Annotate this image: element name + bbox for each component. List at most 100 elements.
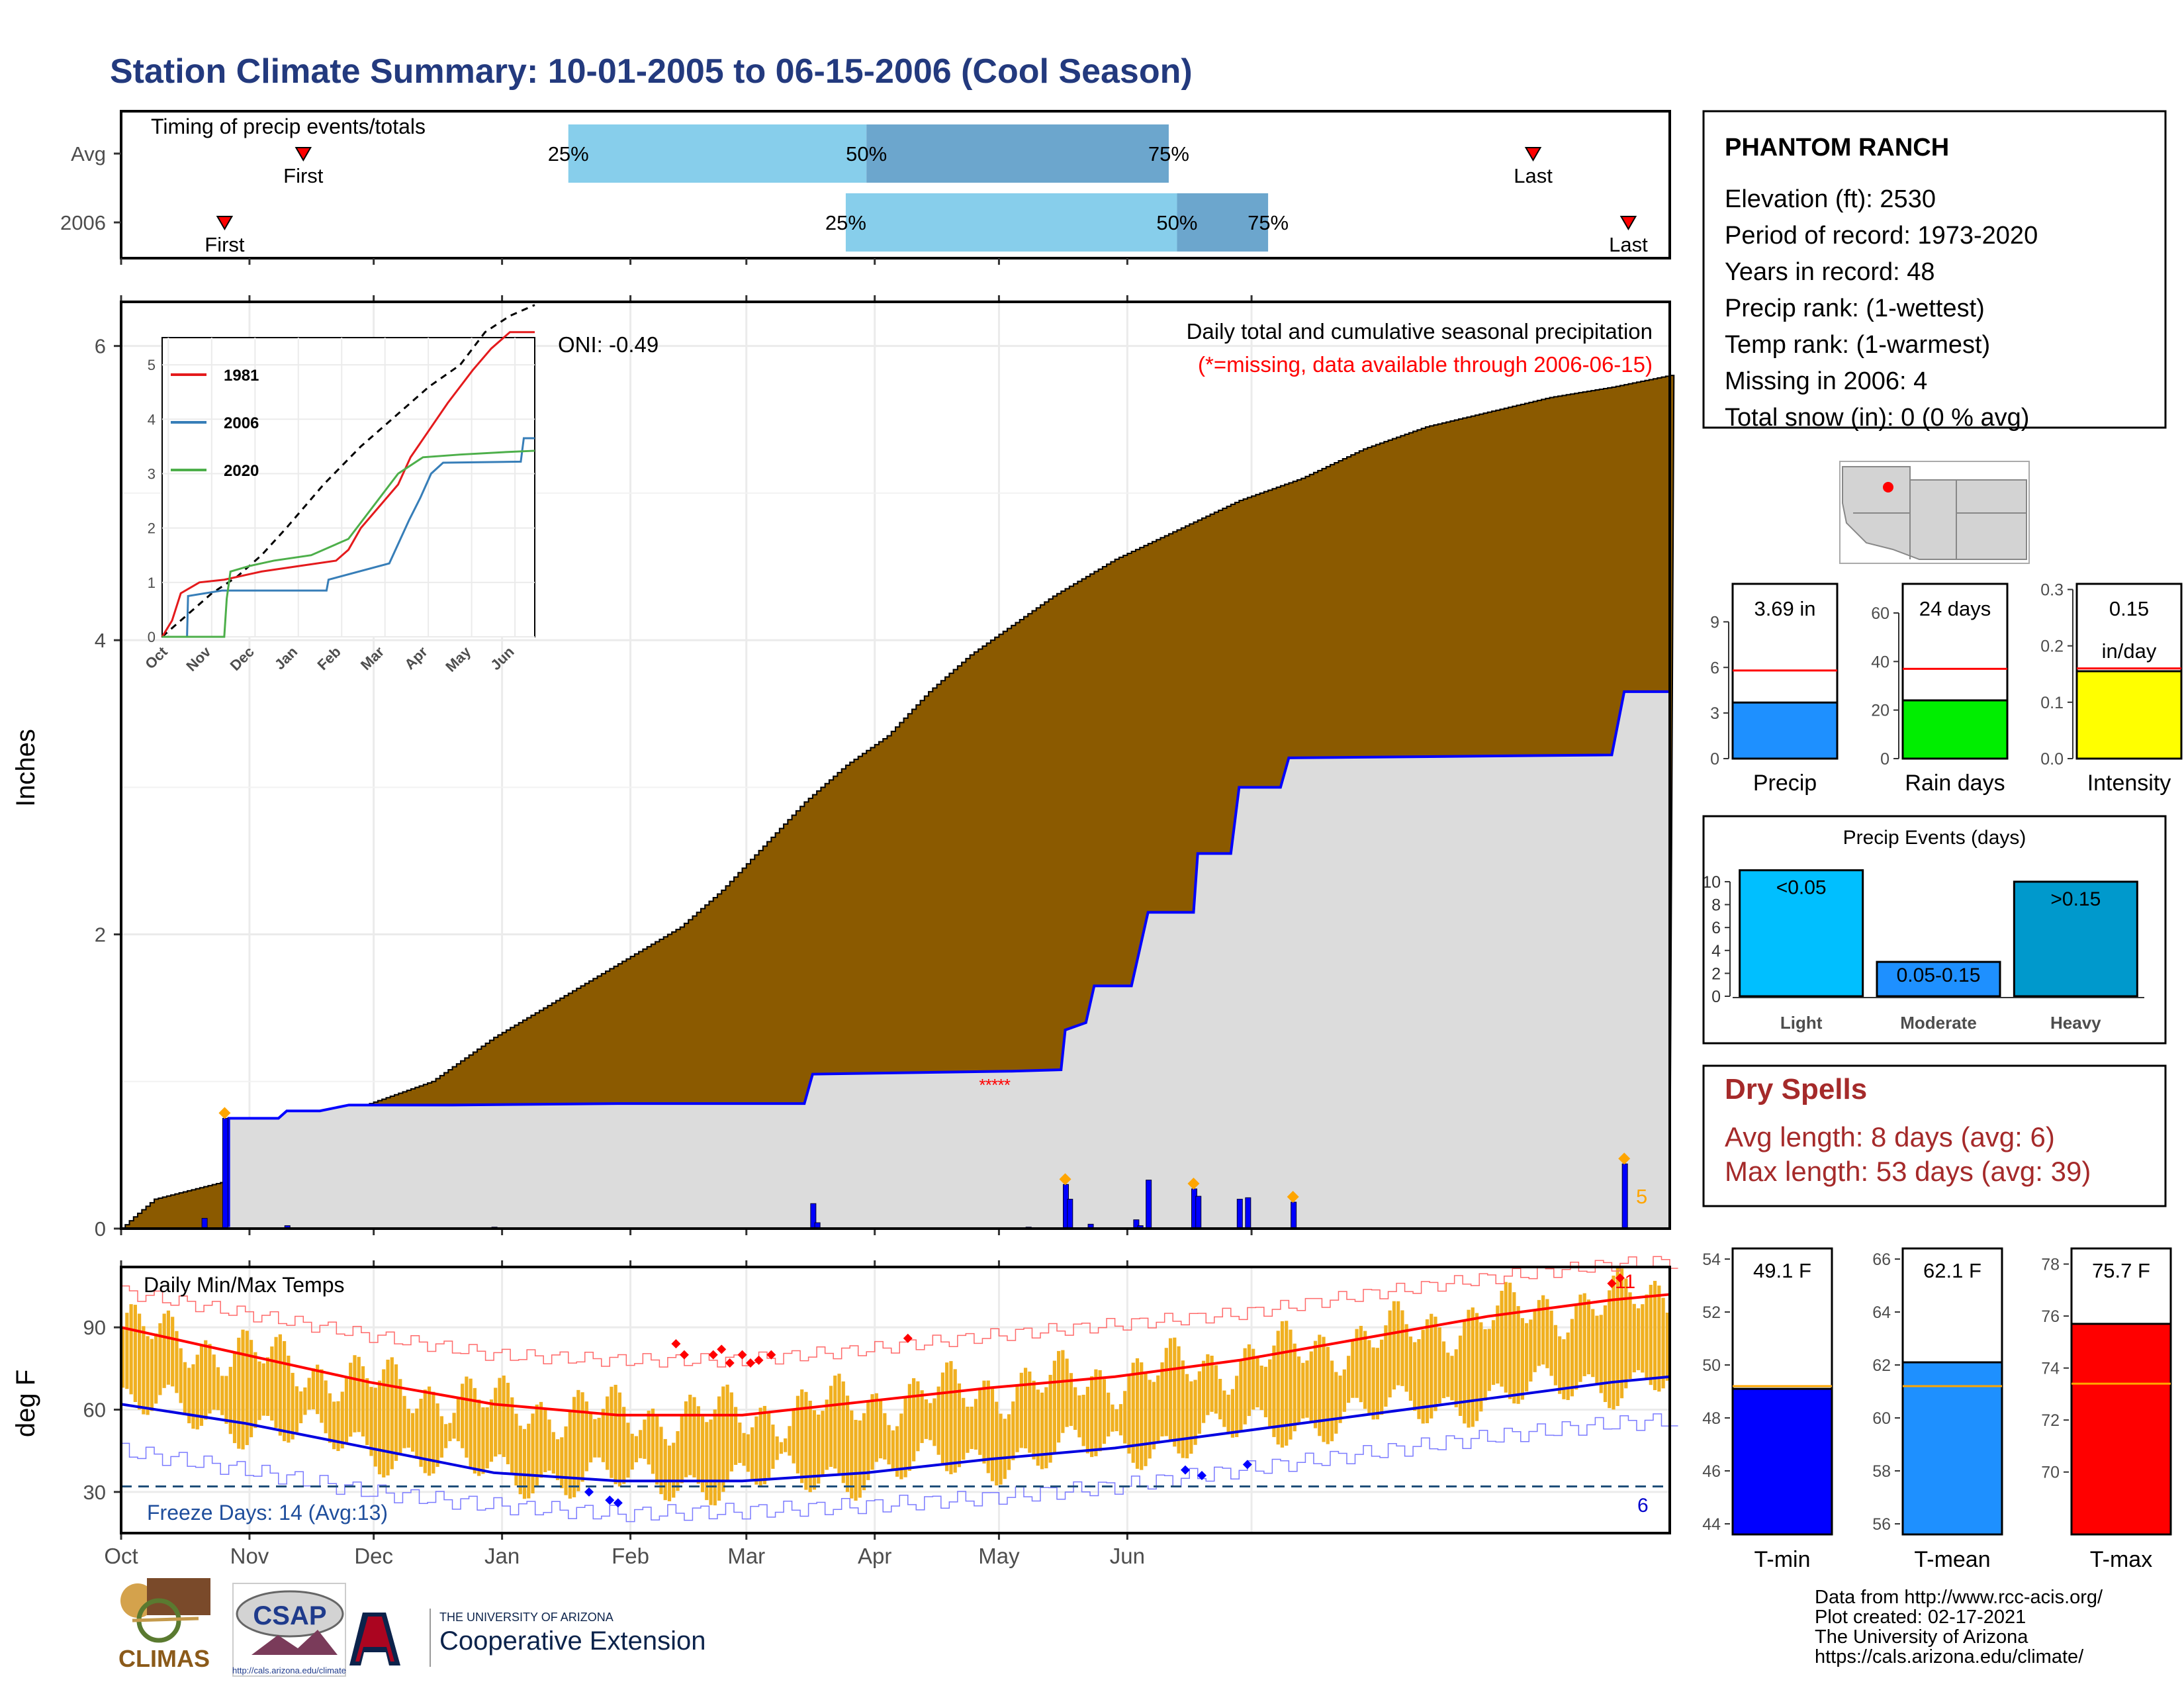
daily-temp-bar <box>1591 1309 1595 1378</box>
daily-temp-bar <box>1508 1282 1512 1399</box>
daily-temp-bar <box>510 1397 514 1475</box>
daily-temp-bar <box>406 1409 410 1448</box>
temp-mini-tick-label: 64 <box>1872 1303 1891 1322</box>
daily-temp-bar <box>1255 1358 1259 1408</box>
daily-temp-bar <box>142 1326 146 1415</box>
daily-temp-bar <box>283 1340 287 1442</box>
daily-temp-bar <box>1549 1310 1553 1376</box>
precip-mini-charts: 0 3 6 9 3.69 in Precip 0 20 40 60 24 days Rain days… <box>1710 581 2183 796</box>
daily-temp-bar <box>1619 1268 1624 1399</box>
daily-temp-bar <box>1487 1329 1491 1391</box>
daily-temp-bar <box>349 1362 353 1437</box>
daily-temp-bar <box>369 1387 373 1456</box>
daily-precip-bar <box>201 1217 208 1229</box>
missing-data-marker: * <box>1004 1075 1011 1095</box>
inset-ytick-label: 4 <box>148 411 156 428</box>
daily-temp-bar <box>336 1401 340 1451</box>
inset-series-1981 <box>161 331 535 637</box>
daily-temp-bar <box>738 1422 742 1464</box>
daily-temp-bar <box>1098 1370 1102 1452</box>
daily-temp-bar <box>796 1395 800 1474</box>
daily-temp-bar <box>1052 1360 1056 1454</box>
daily-temp-bar <box>1558 1336 1562 1394</box>
daily-temp-bar <box>891 1430 895 1472</box>
daily-temp-bar <box>121 1327 125 1388</box>
daily-temp-bar <box>742 1432 746 1466</box>
daily-temp-bar <box>610 1386 614 1478</box>
daily-temp-bar <box>278 1334 282 1436</box>
daily-temp-bar <box>1276 1331 1280 1445</box>
daily-temp-bar <box>962 1397 966 1460</box>
dry-spells-avg: Avg length: 8 days (avg: 6) <box>1725 1121 2055 1152</box>
daily-temp-bar <box>307 1378 311 1410</box>
daily-temp-bar <box>498 1378 502 1455</box>
inset-legend-label: 2020 <box>224 462 259 480</box>
inset-ytick-label: 3 <box>148 465 156 482</box>
daily-temp-bar <box>775 1436 779 1460</box>
credit-line: https://cals.arizona.edu/climate/ <box>1815 1646 2084 1667</box>
precip-missing-note: (*=missing, data available through 2006-… <box>1198 352 1653 377</box>
daily-temp-bar <box>1206 1354 1210 1415</box>
daily-temp-bar <box>1450 1356 1454 1401</box>
daily-temp-bar <box>1430 1313 1433 1419</box>
station-name: PHANTOM RANCH <box>1725 134 1949 162</box>
daily-temp-bar <box>978 1388 982 1455</box>
daily-temp-bar <box>410 1413 415 1452</box>
daily-temp-bar <box>439 1416 443 1458</box>
daily-temp-bar <box>1433 1317 1437 1411</box>
daily-temp-bar <box>1355 1329 1359 1398</box>
daily-temp-bar <box>995 1401 999 1486</box>
daily-temp-bar <box>245 1331 249 1446</box>
timing-event-label: Last <box>1609 233 1648 256</box>
mini-tick-label: 0 <box>1880 750 1889 769</box>
mini-tick-label: 0 <box>1710 750 1719 769</box>
timing-quartile-bar-high <box>866 124 1169 183</box>
daily-temp-bar <box>1653 1280 1657 1390</box>
daily-temp-bar <box>1661 1297 1665 1389</box>
daily-temp-bar <box>1293 1343 1297 1432</box>
daily-temp-bar <box>386 1360 390 1476</box>
precip-ytick-label: 2 <box>95 923 106 947</box>
daily-temp-bar <box>1181 1360 1185 1458</box>
daily-temp-bar <box>1280 1321 1285 1448</box>
hot-day-marker <box>754 1355 764 1365</box>
timing-q50-label: 50% <box>1156 211 1197 234</box>
daily-temp-bar <box>175 1331 179 1393</box>
daily-temp-bar <box>696 1406 700 1484</box>
daily-temp-bar <box>684 1401 688 1477</box>
daily-temp-bar <box>328 1393 332 1443</box>
daily-temp-bar <box>261 1363 265 1416</box>
daily-temp-bar <box>1118 1404 1123 1436</box>
daily-temp-bar <box>713 1409 717 1506</box>
inset-ytick-label: 1 <box>148 575 156 591</box>
mini-value-label: 24 days <box>1919 597 1991 620</box>
daily-temp-bar <box>1015 1385 1019 1452</box>
daily-temp-bar <box>1641 1304 1645 1373</box>
hot-day-marker <box>737 1350 747 1360</box>
snow-marker <box>1618 1152 1631 1165</box>
daily-temp-bar <box>1148 1380 1152 1459</box>
daily-temp-bar <box>1396 1301 1400 1385</box>
daily-temp-bar <box>936 1386 940 1455</box>
mini-tick-label: 9 <box>1710 613 1719 632</box>
hot-day-marker <box>679 1350 689 1360</box>
daily-temp-bar <box>1475 1313 1479 1421</box>
temp-mini-charts: 44 46 48 50 52 54 49.1 F T-min 56 58 60 62 64 66 62.1 … <box>1702 1247 2172 1572</box>
daily-temp-bar <box>133 1305 137 1402</box>
event-bar-label: 0.05-0.15 <box>1897 964 1981 986</box>
daily-temp-bar <box>1230 1389 1234 1438</box>
record-min-line <box>121 1413 1678 1523</box>
daily-temp-bar <box>1297 1356 1301 1424</box>
daily-temp-bar <box>953 1369 957 1473</box>
dry-spells-box: Dry Spells Avg length: 8 days (avg: 6) M… <box>1702 1064 2167 1207</box>
missing-data-marker: * <box>979 1075 985 1095</box>
daily-temp-bar <box>1541 1295 1545 1365</box>
daily-temp-bar <box>1338 1376 1342 1423</box>
daily-temp-bar <box>754 1416 758 1485</box>
inset-series-2006 <box>162 437 535 638</box>
daily-temp-bar <box>324 1380 328 1434</box>
temp-mini-value-label: 62.1 F <box>1923 1259 1981 1282</box>
hot-day-marker <box>903 1333 913 1343</box>
snow-marker <box>1187 1178 1200 1190</box>
daily-temp-bar <box>1177 1346 1181 1454</box>
